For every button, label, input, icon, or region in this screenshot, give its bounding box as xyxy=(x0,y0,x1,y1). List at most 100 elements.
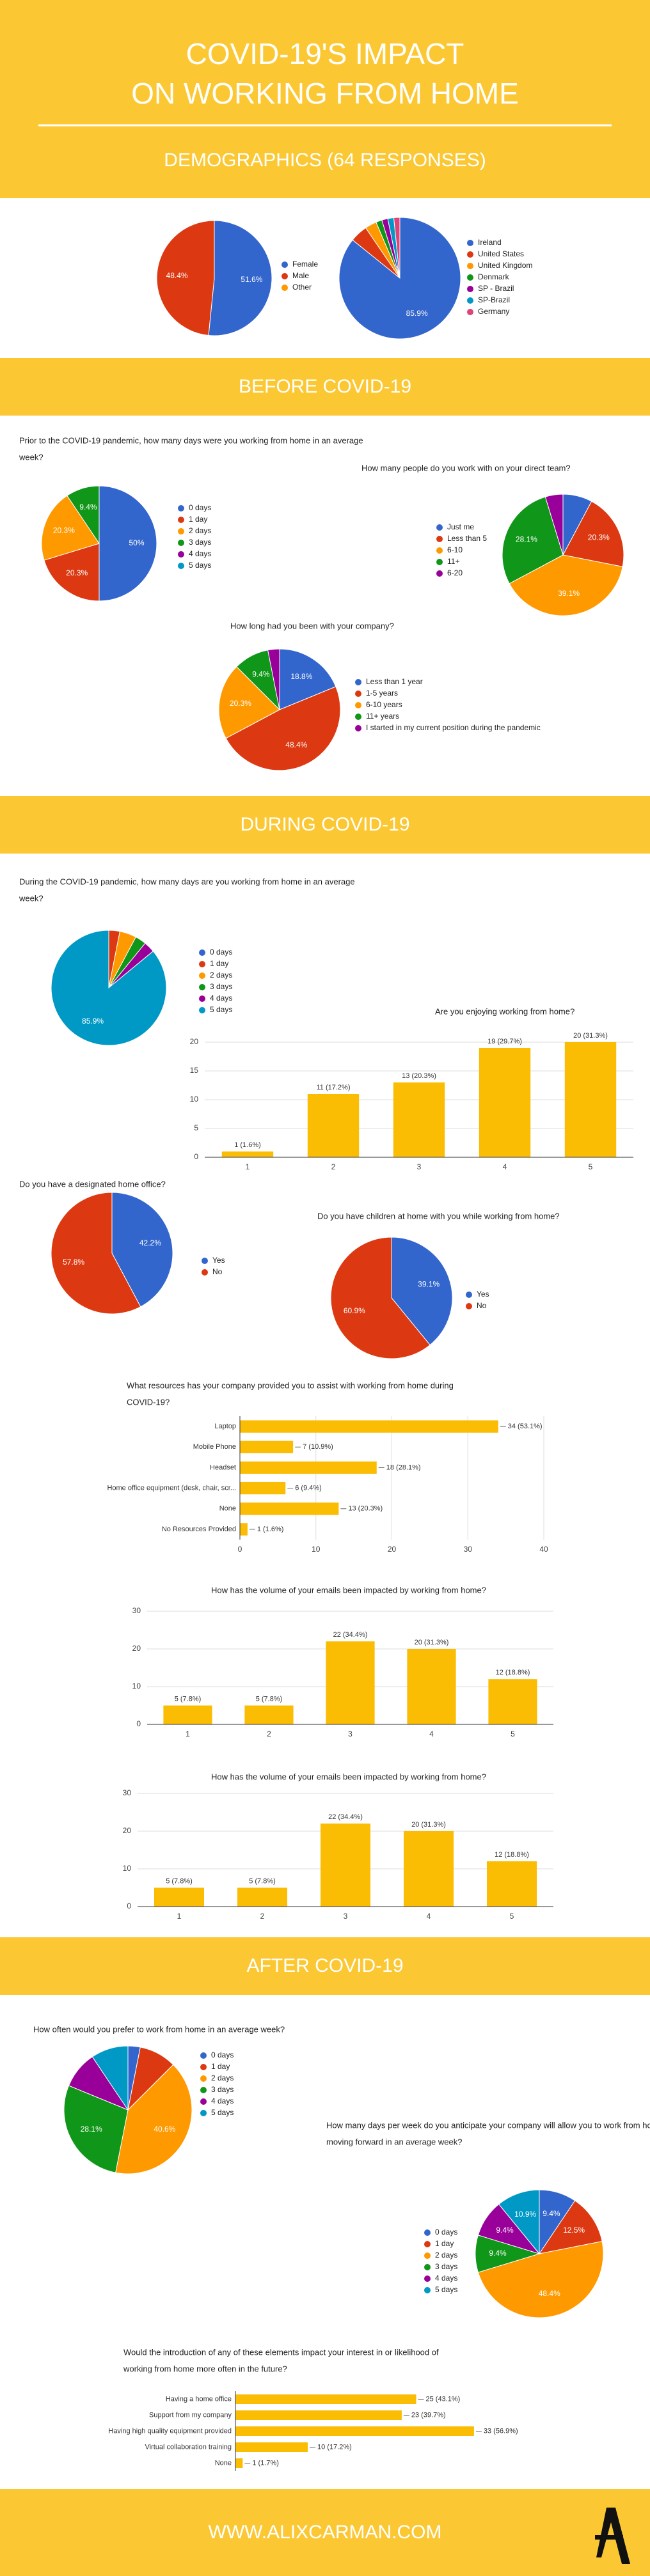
y-tick-label: 30 xyxy=(123,1788,132,1797)
legend-label: 2 days xyxy=(435,2251,457,2260)
legend-label: 11+ years xyxy=(366,712,399,721)
bar-label: 20 (31.3%) xyxy=(573,1032,608,1040)
slice-label: 60.9% xyxy=(344,1306,365,1315)
bar xyxy=(407,1649,456,1724)
x-tick-label: 1 xyxy=(177,1912,182,1921)
bar-label: 1 (1.6%) xyxy=(257,1526,284,1533)
legend-label: 5 days xyxy=(435,2285,457,2294)
question: What resources has your company provided… xyxy=(127,1380,454,1390)
section-title: BEFORE COVID-19 xyxy=(239,376,411,397)
legend-label: Less than 5 xyxy=(447,534,487,543)
bar-label: 10 (17.2%) xyxy=(317,2443,352,2451)
header-band xyxy=(0,0,650,198)
legend-swatch xyxy=(355,691,361,697)
bar-label: 19 (29.7%) xyxy=(488,1038,522,1045)
legend-swatch xyxy=(202,1258,208,1264)
slice-label: 9.4% xyxy=(79,503,97,511)
bar xyxy=(240,1440,294,1453)
pie-slice xyxy=(208,220,273,336)
slice-label: 9.4% xyxy=(252,670,270,679)
question: moving forward in an average week? xyxy=(326,2137,462,2146)
bar-label: 6 (9.4%) xyxy=(295,1484,322,1492)
x-tick-label: 4 xyxy=(503,1162,507,1171)
legend-label: 4 days xyxy=(189,549,211,558)
legend-swatch xyxy=(178,563,184,569)
legend-swatch xyxy=(199,984,205,990)
x-tick-label: 3 xyxy=(348,1729,353,1738)
bar-label: 1 (1.7%) xyxy=(252,2459,279,2467)
pie-slice xyxy=(51,930,167,1046)
y-tick-label: None xyxy=(215,2459,232,2467)
legend-swatch xyxy=(199,961,205,967)
pie-slice xyxy=(330,1237,431,1359)
x-tick-label: 2 xyxy=(267,1729,271,1738)
legend-swatch xyxy=(467,263,473,269)
pie-slice xyxy=(562,501,624,567)
legend-label: No xyxy=(477,1301,487,1310)
slice-label: 42.2% xyxy=(139,1238,161,1247)
legend-label: 6-10 years xyxy=(366,700,402,709)
slice-label: 39.1% xyxy=(558,589,580,598)
legend-swatch xyxy=(467,286,473,292)
y-tick-label: Having high quality equipment provided xyxy=(108,2427,232,2435)
legend-label: 0 days xyxy=(211,2050,234,2059)
bar-label: 13 (20.3%) xyxy=(348,1505,383,1513)
legend-label: 1-5 years xyxy=(366,689,398,698)
pie-slice xyxy=(267,648,280,710)
pie-slice xyxy=(63,2085,129,2173)
pie-slice xyxy=(44,543,100,602)
bar-label: 5 (7.8%) xyxy=(249,1877,276,1885)
question: week? xyxy=(19,893,44,903)
legend-swatch xyxy=(178,540,184,546)
bar xyxy=(404,1831,454,1907)
legend-label: No xyxy=(212,1267,223,1276)
legend-swatch xyxy=(424,2229,431,2236)
legend-label: 0 days xyxy=(210,948,232,956)
x-tick-label: 4 xyxy=(427,1912,431,1921)
pie-slice xyxy=(99,485,157,602)
x-tick-label: 1 xyxy=(246,1162,250,1171)
legend-label: 1 day xyxy=(435,2239,454,2248)
question: Prior to the COVID-19 pandemic, how many… xyxy=(19,435,363,445)
legend-label: 11+ xyxy=(447,557,459,566)
pie-slice xyxy=(67,485,100,545)
y-tick-label: Headset xyxy=(210,1464,236,1471)
x-tick-label: 20 xyxy=(388,1545,397,1554)
legend-swatch xyxy=(200,2075,207,2082)
legend-label: 4 days xyxy=(211,2096,234,2105)
title-line: ON WORKING FROM HOME xyxy=(131,77,519,110)
y-tick-label: 5 xyxy=(194,1123,198,1132)
legend-label: Less than 1 year xyxy=(366,677,423,686)
bar xyxy=(326,1641,375,1724)
bar-label: 20 (31.3%) xyxy=(411,1821,446,1829)
pie-slice xyxy=(111,1192,173,1308)
pie-slice xyxy=(156,220,215,336)
bar xyxy=(240,1481,286,1495)
bar xyxy=(321,1823,370,1907)
legend-label: 1 day xyxy=(189,515,207,524)
y-tick-label: Support from my company xyxy=(149,2411,232,2419)
legend-label: Denmark xyxy=(478,272,510,281)
pie-slice xyxy=(498,2189,540,2255)
bar xyxy=(479,1048,531,1157)
slice-label: 9.4% xyxy=(496,2226,514,2235)
legend-label: 3 days xyxy=(211,2085,234,2094)
bar xyxy=(488,1679,537,1724)
legend-label: SP-Brazil xyxy=(478,295,510,304)
legend-label: 5 days xyxy=(210,1005,232,1014)
legend-label: 1 day xyxy=(210,959,228,968)
legend-swatch xyxy=(436,570,443,577)
bar-label: 22 (34.4%) xyxy=(328,1813,363,1821)
y-tick-label: 0 xyxy=(194,1152,198,1161)
y-tick-label: 15 xyxy=(190,1066,199,1075)
y-tick-label: Laptop xyxy=(214,1423,236,1430)
pie-slice xyxy=(218,666,280,739)
bar-label: 12 (18.8%) xyxy=(496,1669,530,1676)
bar xyxy=(240,1461,377,1474)
bar-label: 22 (34.4%) xyxy=(333,1631,368,1639)
bar-label: 12 (18.8%) xyxy=(495,1851,529,1859)
pie-slice xyxy=(538,2200,603,2254)
legend-label: United States xyxy=(478,249,524,258)
pie-slice xyxy=(544,494,564,556)
bar-label: 18 (28.1%) xyxy=(386,1464,421,1471)
